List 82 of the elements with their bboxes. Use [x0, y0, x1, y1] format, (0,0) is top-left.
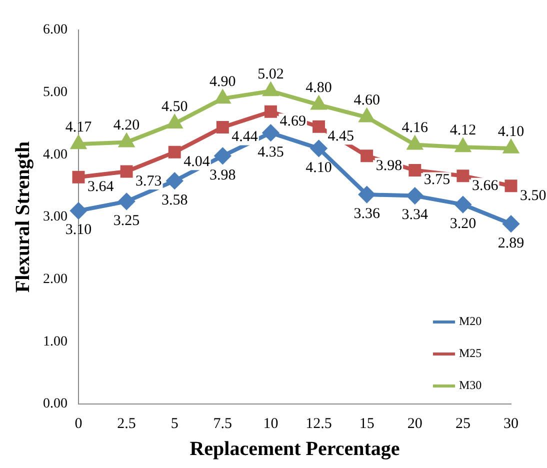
- point: [360, 109, 374, 122]
- data-label: 4.10: [306, 160, 332, 176]
- y-tick-label: 4.00: [43, 147, 68, 162]
- data-label: 3.34: [402, 207, 429, 224]
- y-tick-label: 0.00: [43, 396, 68, 412]
- data-label: 4.12: [450, 122, 476, 139]
- point: [264, 105, 277, 118]
- x-tick-label: 20: [407, 416, 422, 432]
- data-label: 4.44: [232, 129, 258, 146]
- point: [118, 193, 135, 210]
- point: [408, 164, 422, 176]
- data-label: 3.66: [472, 178, 499, 194]
- point: [166, 172, 183, 189]
- data-label: 3.73: [136, 173, 162, 190]
- data-label: 4.35: [258, 144, 284, 160]
- point: [168, 146, 181, 158]
- y-axis-title: Flexural Strength: [12, 141, 34, 293]
- data-label: 4.90: [210, 74, 236, 90]
- x-tick-label: 2.5: [117, 416, 136, 432]
- point: [262, 124, 279, 141]
- point: [312, 120, 326, 133]
- y-tick-label: 3.00: [43, 210, 68, 225]
- x-tick-label: 12.5: [306, 416, 332, 432]
- point: [264, 83, 278, 96]
- y-tick-label: 6.00: [43, 22, 68, 38]
- x-tick-label: 10: [263, 416, 278, 432]
- data-label: 3.25: [113, 212, 140, 229]
- data-label: 4.10: [498, 124, 524, 140]
- point: [504, 140, 518, 154]
- point: [214, 148, 231, 164]
- point: [503, 216, 519, 232]
- data-label: 3.10: [65, 222, 92, 238]
- point: [71, 136, 86, 150]
- data-label: 4.69: [280, 114, 306, 130]
- data-label: 3.20: [450, 216, 476, 232]
- data-label: 4.50: [161, 98, 188, 115]
- data-label: 3.58: [161, 192, 188, 208]
- legend-label: M30: [459, 378, 482, 392]
- x-axis-title: Replacement Percentage: [190, 438, 400, 460]
- point: [406, 188, 423, 204]
- data-label: 2.89: [498, 235, 524, 252]
- data-label: 3.98: [210, 167, 236, 184]
- point: [456, 139, 470, 152]
- x-tick-label: 25: [455, 416, 470, 432]
- x-tick-label: 15: [359, 416, 374, 432]
- data-label: 4.80: [306, 80, 332, 96]
- point: [454, 196, 471, 213]
- point: [312, 96, 326, 110]
- y-tick-label: 1.00: [43, 334, 68, 350]
- data-label: 4.04: [184, 154, 210, 170]
- data-label: 3.75: [424, 172, 450, 188]
- point: [310, 140, 327, 156]
- data-label: 4.60: [354, 92, 380, 109]
- y-tick-label: 2.00: [43, 272, 68, 288]
- data-label: 3.36: [354, 206, 380, 222]
- x-tick-label: 5: [170, 416, 178, 432]
- data-label: 4.20: [113, 118, 140, 134]
- x-tick-label: 0: [74, 416, 82, 432]
- y-tick-label: 5.00: [43, 85, 68, 100]
- point: [216, 121, 229, 134]
- point: [408, 136, 422, 150]
- data-label: 4.16: [402, 120, 429, 136]
- point: [167, 116, 182, 128]
- point: [456, 170, 470, 182]
- data-label: 3.98: [376, 158, 402, 174]
- data-label: 5.02: [258, 66, 284, 83]
- x-tick-label: 7.5: [213, 416, 232, 432]
- data-label: 4.17: [65, 120, 92, 136]
- point: [358, 186, 375, 203]
- data-label: 3.50: [520, 188, 546, 204]
- point: [72, 170, 85, 184]
- data-label: 4.45: [328, 128, 354, 145]
- data-label: 3.64: [88, 179, 114, 196]
- point: [119, 134, 134, 148]
- legend-label: M20: [459, 314, 482, 328]
- point: [70, 202, 86, 219]
- point: [360, 150, 374, 162]
- legend-label: M25: [459, 346, 482, 360]
- point: [120, 165, 133, 178]
- point: [504, 180, 518, 192]
- point: [215, 90, 230, 104]
- x-tick-label: 30: [504, 416, 518, 432]
